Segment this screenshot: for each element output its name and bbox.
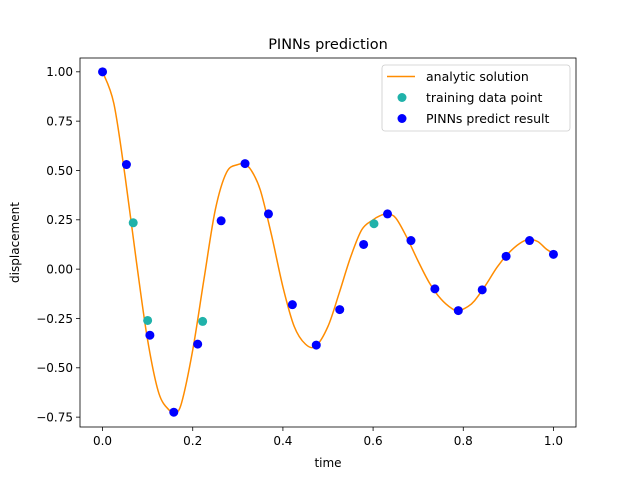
prediction-point	[193, 339, 203, 349]
prediction-point	[548, 249, 558, 259]
legend-box	[381, 64, 571, 132]
prediction-point	[169, 407, 179, 417]
y-tick-label: 0.75	[46, 114, 73, 128]
prediction-point	[240, 159, 250, 169]
prediction-point	[121, 160, 131, 170]
y-tick-label: 0.00	[46, 262, 73, 276]
legend-label-training: training data point	[426, 90, 543, 105]
axes-frame	[79, 57, 577, 428]
prediction-point	[525, 236, 535, 246]
prediction-point	[359, 239, 369, 249]
prediction-point	[501, 251, 511, 261]
x-tick-label: 0.2	[183, 434, 202, 448]
y-tick-label: 0.25	[46, 213, 73, 227]
x-axis-label: time	[314, 456, 341, 470]
y-tick-label: −0.75	[36, 410, 73, 424]
x-tick-label: 0.0	[93, 434, 112, 448]
y-tick-label: −0.25	[36, 312, 73, 326]
legend-label-prediction: PINNs predict result	[426, 111, 550, 126]
y-axis-label: displacement	[8, 202, 22, 283]
legend-label-analytic: analytic solution	[426, 69, 529, 84]
prediction-point	[406, 236, 416, 246]
y-tick-label: 0.50	[46, 164, 73, 178]
y-tick-label: −0.50	[36, 361, 73, 375]
y-axis-ticks: −0.75 −0.50 −0.25 0.00 0.25 0.50 0.75 1.00	[36, 65, 80, 424]
prediction-point	[145, 330, 155, 340]
prediction-point	[335, 305, 345, 315]
x-tick-label: 0.8	[454, 434, 473, 448]
prediction-point	[430, 284, 440, 294]
prediction-point	[216, 216, 226, 226]
prediction-point	[383, 209, 393, 219]
y-tick-label: 1.00	[46, 65, 73, 79]
training-point	[143, 315, 153, 325]
training-point	[128, 218, 138, 228]
prediction-point	[453, 306, 463, 316]
x-tick-label: 0.4	[273, 434, 292, 448]
x-axis-ticks: 0.0 0.2 0.4 0.6 0.8 1.0	[93, 427, 563, 448]
prediction-point	[263, 209, 273, 219]
prediction-point	[477, 285, 487, 295]
training-point	[198, 316, 208, 326]
prediction-point	[311, 340, 321, 350]
legend-marker-prediction	[397, 114, 407, 123]
plot-area	[98, 67, 558, 417]
chart-title: PINNs prediction	[268, 37, 388, 53]
legend: analytic solution training data point PI…	[381, 64, 571, 132]
x-tick-label: 1.0	[544, 434, 563, 448]
x-tick-label: 0.6	[364, 434, 383, 448]
prediction-point	[98, 67, 108, 77]
legend-marker-training	[397, 93, 407, 102]
prediction-point	[287, 300, 297, 310]
training-point	[369, 219, 379, 229]
